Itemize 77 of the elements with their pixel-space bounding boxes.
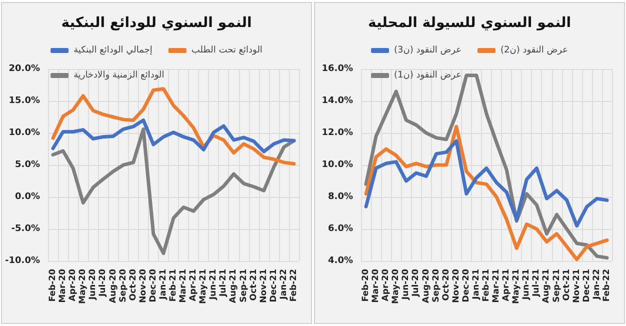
x-tick-label: Jan-22 xyxy=(592,268,602,300)
legend-label: الودائع الزمنية والادخارية xyxy=(74,70,164,80)
x-tick-label: Oct-20 xyxy=(441,268,452,301)
y-tick-label: 4.0% xyxy=(328,256,353,266)
x-tick-label: Sep-21 xyxy=(552,268,562,302)
x-tick-label: Jun-20 xyxy=(88,268,98,301)
x-tick-label: Dec-21 xyxy=(582,268,592,302)
legend-label: عرض النقود (ن1) xyxy=(394,70,462,80)
x-tick-label: Jan-21 xyxy=(471,268,482,300)
y-tick-label: 6.0% xyxy=(328,224,353,234)
x-tick-label: Feb-21 xyxy=(482,268,492,302)
x-tick-label: Apr-21 xyxy=(188,268,199,302)
x-tick-label: Sep-20 xyxy=(118,268,128,302)
y-tick-label: 16.0% xyxy=(322,64,353,74)
x-tick-label: Apr-21 xyxy=(502,268,512,302)
x-tick-label: Aug-21 xyxy=(542,268,552,304)
x-tick-label: Feb-21 xyxy=(168,268,178,302)
x-tick-label: Jun-21 xyxy=(522,268,532,301)
y-tick-label: 0.0% xyxy=(15,192,40,202)
line-series xyxy=(364,139,609,228)
x-tick-label: Mar-20 xyxy=(58,268,68,303)
x-tick-label: Nov-21 xyxy=(258,268,269,303)
x-tick-label: Nov-20 xyxy=(451,268,462,303)
x-tick-label: Jan-21 xyxy=(158,268,168,300)
chart-title: النمو السنوي للسيولة المحلية xyxy=(368,15,572,31)
x-tick-label: Feb-22 xyxy=(288,268,299,302)
x-tick-label: Aug-20 xyxy=(421,268,432,304)
line-series xyxy=(51,127,296,256)
x-tick-label: May-21 xyxy=(198,268,209,304)
y-tick-label: 14.0% xyxy=(322,96,353,106)
x-tick-label: Jun-20 xyxy=(401,268,412,301)
x-tick-label: Oct-21 xyxy=(562,268,572,301)
x-tick-label: Feb-20 xyxy=(48,268,58,302)
y-tick-label: 10.0% xyxy=(322,160,353,170)
legend-label: الودائع تحت الطلب xyxy=(191,46,262,56)
x-tick-label: Jul-21 xyxy=(532,268,542,298)
x-tick-label: Apr-20 xyxy=(381,268,392,302)
x-tick-label: Mar-20 xyxy=(371,268,382,303)
y-tick-label: 15.0% xyxy=(8,96,40,106)
legend-label: عرض النقود (ن2) xyxy=(500,46,568,56)
y-tick-label: 5.0% xyxy=(15,160,40,170)
x-tick-label: Aug-20 xyxy=(108,268,118,304)
x-tick-label: Dec-21 xyxy=(268,268,279,302)
y-tick-label: -10.0% xyxy=(5,256,40,266)
x-tick-label: Mar-21 xyxy=(492,268,502,303)
x-tick-label: Dec-20 xyxy=(148,268,158,302)
line-series xyxy=(364,124,609,262)
x-tick-label: May-21 xyxy=(512,268,522,304)
x-tick-label: Jul-21 xyxy=(218,268,229,298)
legend-label: إجمالي الودائع البنكية xyxy=(74,46,152,56)
chart-title: النمو السنوي للودائع البنكية xyxy=(61,15,252,31)
x-tick-label: Nov-20 xyxy=(138,268,148,303)
line-series xyxy=(51,87,296,166)
y-tick-label: 10.0% xyxy=(8,128,40,138)
x-tick-label: Sep-21 xyxy=(238,268,249,302)
x-tick-label: Oct-21 xyxy=(248,268,259,301)
x-tick-label: May-20 xyxy=(78,268,88,304)
x-tick-label: Apr-20 xyxy=(68,268,78,302)
x-tick-label: Feb-22 xyxy=(602,268,612,302)
y-tick-label: 12.0% xyxy=(322,128,353,138)
x-tick-label: Sep-20 xyxy=(431,268,442,302)
y-tick-label: 8.0% xyxy=(328,192,353,202)
x-tick-label: Jul-20 xyxy=(98,268,108,298)
y-tick-label: 20.0% xyxy=(8,64,40,74)
line-series xyxy=(51,118,296,154)
x-tick-label: Nov-21 xyxy=(572,268,582,303)
x-tick-label: Jun-21 xyxy=(208,268,219,301)
x-tick-label: May-20 xyxy=(391,268,402,304)
x-tick-label: Jan-22 xyxy=(278,268,289,300)
x-tick-label: Mar-21 xyxy=(178,268,189,303)
x-tick-label: Aug-21 xyxy=(228,268,239,304)
x-tick-label: Oct-20 xyxy=(128,268,138,301)
x-tick-label: Jul-20 xyxy=(411,268,422,298)
y-tick-label: -5.0% xyxy=(11,224,40,234)
x-tick-label: Feb-20 xyxy=(361,268,372,302)
x-tick-label: Dec-20 xyxy=(461,268,472,302)
legend-label: عرض النقود (ن3) xyxy=(394,46,462,56)
